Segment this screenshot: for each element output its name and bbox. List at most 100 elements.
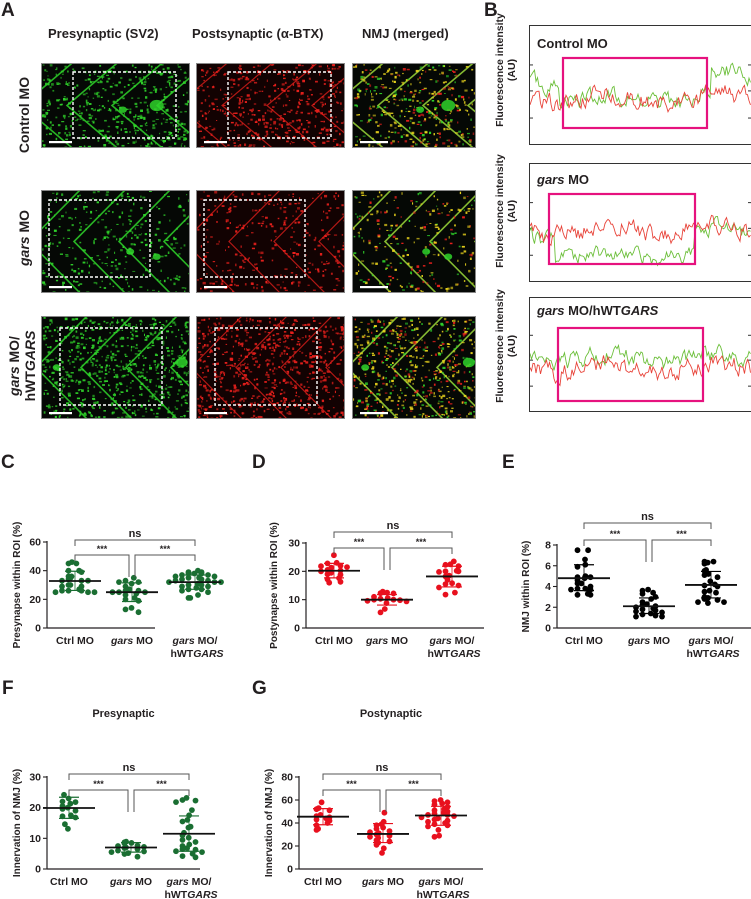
scale-bar: [204, 141, 227, 144]
y-tick-label: 20: [29, 594, 41, 606]
data-point: [442, 568, 449, 575]
data-point: [130, 574, 137, 581]
data-point: [425, 818, 431, 825]
significance-bracket: [389, 547, 453, 570]
panel-letter-f: F: [2, 678, 14, 699]
data-point: [179, 818, 186, 825]
intensity-profile-rescue: [529, 297, 751, 412]
row-label-control-text: Control MO: [16, 76, 32, 154]
y-axis-label: Presynapse within ROI (%): [12, 522, 23, 649]
profile-ylabel-line2: (AU): [506, 58, 518, 82]
data-point: [141, 848, 147, 855]
data-point: [652, 612, 659, 619]
data-point: [52, 589, 59, 596]
micrograph-merged-row3: [352, 316, 476, 419]
data-point: [192, 854, 199, 861]
data-point: [659, 613, 665, 620]
roi-box: [203, 199, 306, 278]
significance-label: ***: [97, 544, 108, 554]
data-point: [435, 827, 442, 833]
panel-letter-b: B: [484, 0, 498, 21]
x-category-label: gars MO/: [429, 635, 475, 647]
micrograph-green-row3: [41, 316, 190, 419]
data-point: [59, 587, 65, 594]
chart-d-postsynapse-roi: 0 10 20 30 Postynapse within ROI (%) Ctrl MO g…: [269, 520, 484, 660]
chart-f-presynaptic-innervation: Presynaptic 0 10 20 30 Innervation of NMJ (%)…: [12, 708, 218, 899]
data-point: [313, 827, 320, 833]
y-tick-label: 4: [545, 581, 551, 593]
data-point: [444, 799, 451, 806]
data-point: [377, 590, 384, 597]
significance-bracket: [583, 539, 647, 562]
data-point: [455, 582, 462, 589]
data-point: [91, 589, 98, 596]
scale-bar: [360, 412, 388, 415]
data-point: [185, 582, 192, 588]
data-point: [379, 850, 385, 856]
x-category-label: Ctrl MO: [304, 876, 342, 888]
data-point: [192, 839, 199, 845]
y-axis-label: Innervation of NMJ (%): [264, 769, 275, 877]
profile-ylabel-line1: Fluorescence intensity: [494, 154, 506, 268]
significance-label: ***: [610, 529, 621, 539]
data-point: [444, 576, 451, 583]
y-tick-label: 8: [545, 540, 551, 552]
data-point: [639, 606, 646, 613]
data-point: [179, 576, 185, 583]
significance-bracket: [134, 554, 196, 577]
x-category-label-line2: hWTGARS: [164, 889, 217, 899]
significance-label: ns: [123, 762, 136, 774]
intensity-profile-gars: [529, 163, 751, 282]
x-category-label: Ctrl MO: [50, 876, 88, 888]
data-point: [331, 552, 337, 559]
data-point: [65, 825, 71, 832]
data-point: [135, 597, 142, 604]
data-point: [380, 845, 387, 852]
red-trace: [530, 214, 751, 247]
roi-box: [72, 71, 177, 139]
y-tick-label: 60: [29, 537, 41, 549]
profile-ylabel-line1: Fluorescence intensity: [494, 289, 506, 403]
significance-label: ***: [408, 779, 419, 789]
scale-bar: [360, 141, 388, 144]
significance-bracket: [68, 789, 129, 812]
x-category-label: gars MO: [627, 635, 670, 647]
data-point: [337, 578, 344, 585]
data-point: [108, 849, 115, 855]
chart-title: Presynaptic: [92, 708, 154, 720]
data-point: [128, 605, 135, 611]
scale-bar: [204, 412, 227, 415]
y-tick-label: 0: [545, 623, 551, 635]
panel-letter-c: C: [1, 452, 15, 473]
data-point: [61, 791, 67, 798]
roi-box: [561, 56, 709, 130]
y-tick-label: 30: [288, 538, 300, 550]
chart-e-nmj-roi: 0 2 4 6 8 NMJ within ROI (%) Ctrl MO gars MO gar…: [521, 511, 751, 660]
data-point: [714, 574, 721, 581]
micrograph-green-row2: [41, 190, 190, 293]
x-category-label: Ctrl MO: [56, 635, 94, 647]
row-label-control: Control MO: [16, 75, 32, 155]
data-point: [59, 798, 66, 805]
data-point: [122, 592, 129, 598]
data-point: [72, 814, 79, 821]
data-point: [179, 797, 186, 803]
data-point: [377, 609, 384, 616]
significance-bracket: [74, 539, 196, 546]
data-point: [582, 556, 588, 563]
data-point: [436, 569, 442, 575]
data-point: [122, 596, 129, 603]
significance-label: ***: [93, 779, 104, 789]
chart-title: Postynaptic: [360, 708, 422, 720]
data-point: [431, 821, 438, 828]
profile-title-gars-italic: gars: [537, 172, 565, 187]
significance-label: ns: [376, 762, 389, 774]
significance-bracket: [322, 773, 442, 780]
data-point: [705, 600, 711, 606]
y-tick-label: 0: [35, 623, 41, 635]
y-tick-label: 10: [29, 833, 41, 845]
significance-label: ***: [346, 779, 357, 789]
x-category-label: Ctrl MO: [565, 635, 603, 647]
x-category-label: gars MO: [110, 635, 153, 647]
significance-label: ***: [676, 529, 687, 539]
